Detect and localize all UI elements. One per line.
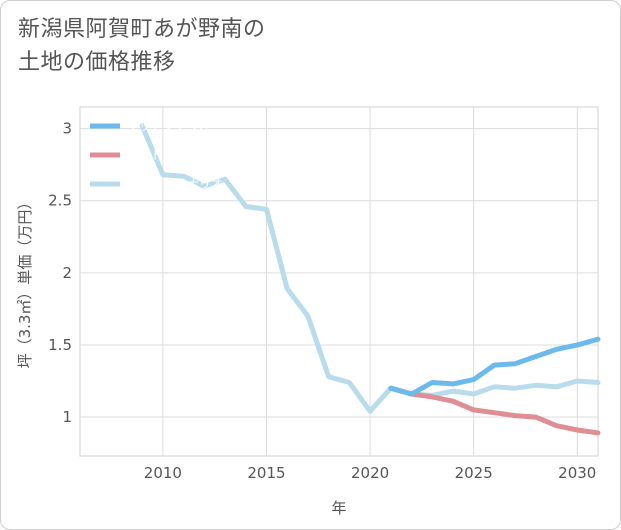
x-tick-label: 2020	[351, 464, 389, 482]
legend-label: グッドシナリオ	[127, 119, 211, 133]
x-tick-label: 2010	[144, 464, 182, 482]
legend-label: バッドシナリオ	[127, 148, 211, 162]
legend-label: ノーマルシナリオ	[127, 177, 223, 191]
series-lines	[139, 123, 601, 436]
y-tick-label: 1.5	[48, 336, 72, 354]
y-tick-label: 2	[62, 264, 72, 282]
y-tick-label: 3	[62, 120, 72, 138]
x-tick-label: 2030	[558, 464, 596, 482]
series-line	[139, 123, 601, 414]
x-axis-title: 年	[331, 499, 346, 517]
series-line	[388, 336, 601, 397]
y-tick-label: 1	[62, 408, 72, 426]
x-tick-label: 2025	[455, 464, 493, 482]
y-tick-label: 2.5	[48, 192, 72, 210]
series-line	[388, 385, 601, 436]
tick-labels: 2010 2015 2020 2025 2030 1 1.5 2 2.5 3	[48, 120, 596, 482]
plot-frame	[79, 106, 599, 457]
chart-title: 新潟県阿賀町あが野南の 土地の価格推移	[18, 17, 266, 75]
y-axis-title: 坪（3.3㎡）単価（万円）	[16, 195, 34, 369]
x-tick-label: 2015	[247, 464, 285, 482]
